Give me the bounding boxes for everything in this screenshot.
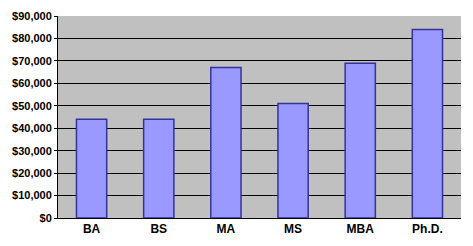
svg-text:$0: $0 [40, 212, 52, 224]
svg-text:Ph.D.: Ph.D. [412, 222, 443, 236]
svg-text:BA: BA [83, 222, 101, 236]
svg-text:$60,000: $60,000 [12, 77, 52, 89]
svg-text:BS: BS [150, 222, 167, 236]
svg-text:$80,000: $80,000 [12, 32, 52, 44]
svg-text:$10,000: $10,000 [12, 189, 52, 201]
svg-text:$70,000: $70,000 [12, 55, 52, 67]
svg-text:MS: MS [284, 222, 302, 236]
svg-text:MBA: MBA [347, 222, 375, 236]
svg-text:$30,000: $30,000 [12, 145, 52, 157]
svg-text:MA: MA [217, 222, 236, 236]
svg-text:$90,000: $90,000 [12, 10, 52, 22]
svg-text:$50,000: $50,000 [12, 100, 52, 112]
svg-text:$40,000: $40,000 [12, 122, 52, 134]
svg-text:$20,000: $20,000 [12, 167, 52, 179]
